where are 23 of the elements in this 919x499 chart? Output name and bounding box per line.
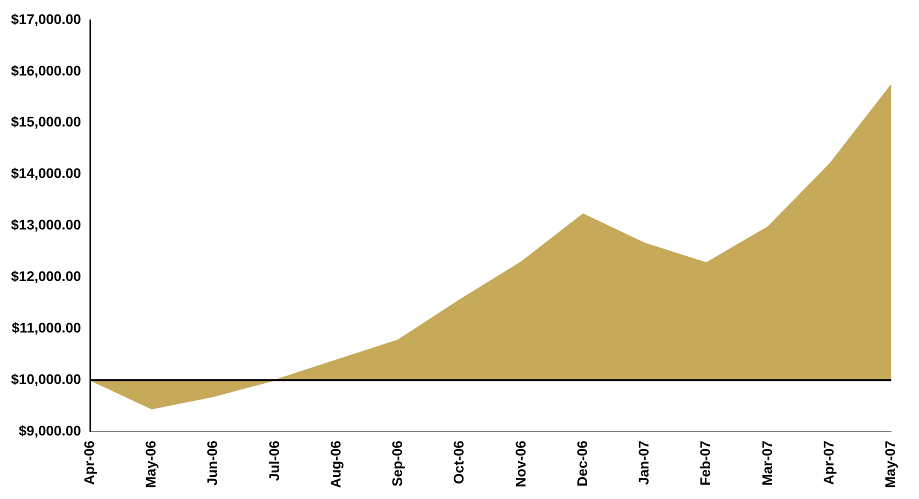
y-tick-label: $14,000.00 xyxy=(10,165,82,182)
x-tick-label: Mar-07 xyxy=(758,440,775,486)
x-tick-label: May-07 xyxy=(882,440,898,488)
y-tick-label: $15,000.00 xyxy=(10,114,82,130)
y-tick-label: $11,000.00 xyxy=(12,320,82,336)
x-tick-label: Jun-06 xyxy=(204,440,220,486)
y-tick-label: $13,000.00 xyxy=(10,216,82,233)
x-tick-label: Sep-06 xyxy=(389,440,406,486)
y-tick-label: $17,000.00 xyxy=(10,10,82,27)
y-tick-label: $16,000.00 xyxy=(10,62,82,78)
x-tick-label: Apr-06 xyxy=(80,440,97,485)
x-tick-label: Feb-07 xyxy=(697,440,714,486)
x-tick-label: May-06 xyxy=(142,440,159,488)
x-tick-label: Jan-07 xyxy=(636,440,652,485)
y-tick-label: $9,000.00 xyxy=(18,422,82,438)
x-tick-label: Oct-06 xyxy=(450,440,467,484)
y-tick-label: $10,000.00 xyxy=(10,370,82,387)
x-tick-label: Nov-06 xyxy=(512,440,528,488)
x-tick-label: Aug-06 xyxy=(327,440,344,488)
x-tick-label: Jul-06 xyxy=(266,440,282,481)
y-tick-label: $12,000.00 xyxy=(10,268,82,284)
x-tick-label: Apr-07 xyxy=(820,440,836,485)
x-tick-label: Dec-06 xyxy=(574,440,590,486)
